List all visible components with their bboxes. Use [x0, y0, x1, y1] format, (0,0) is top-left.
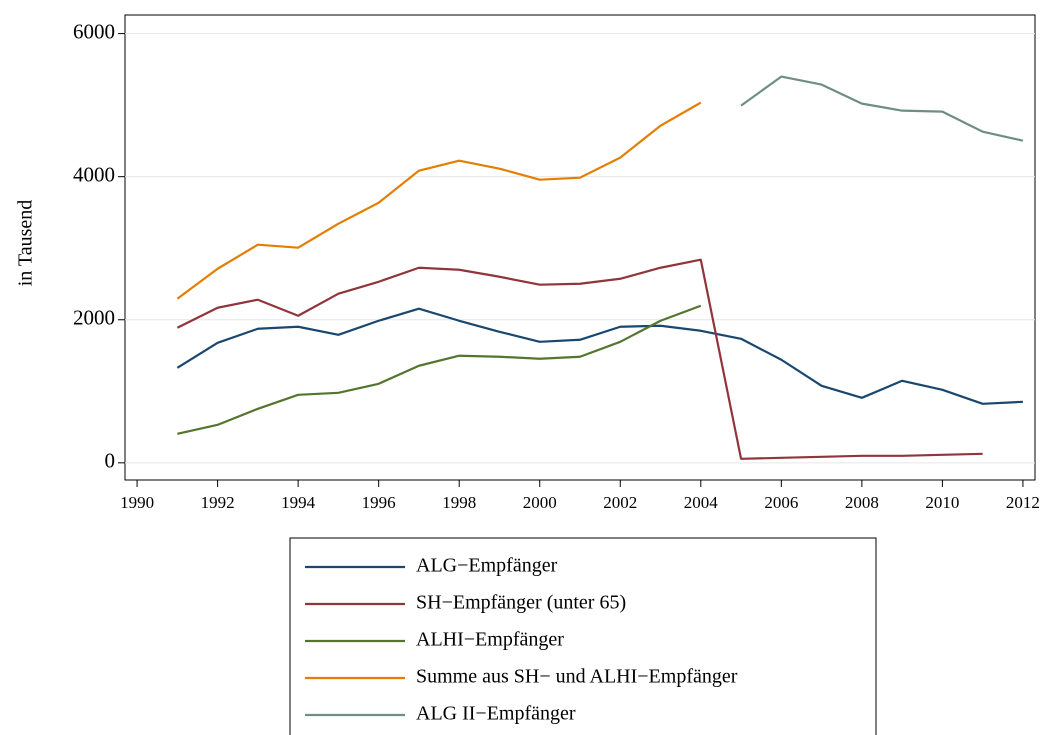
- x-tick-label: 2010: [925, 493, 959, 512]
- y-tick-label: 0: [105, 449, 116, 473]
- y-tick-label: 4000: [73, 162, 115, 186]
- y-tick-label: 2000: [73, 306, 115, 330]
- legend-label: SH−Empfänger (unter 65): [416, 592, 626, 614]
- y-axis-label: in Tausend: [15, 200, 37, 287]
- series-line: [740, 75, 1024, 142]
- legend-label: ALHI−Empfänger: [416, 629, 564, 651]
- x-tick-label: 1996: [362, 493, 396, 512]
- series-line: [176, 307, 1023, 405]
- legend-label: Summe aus SH− und ALHI−Empfänger: [416, 666, 738, 688]
- legend-label: ALG II−Empfänger: [416, 703, 576, 725]
- series-line: [177, 304, 702, 435]
- plot-frame: [124, 14, 1036, 481]
- x-tick-label: 2002: [603, 493, 637, 512]
- series-line: [176, 101, 702, 300]
- x-tick-label: 2012: [1006, 493, 1040, 512]
- series-line: [176, 258, 983, 460]
- x-tick-label: 1994: [281, 493, 316, 512]
- y-tick-label: 6000: [73, 19, 115, 43]
- x-tick-label: 2000: [523, 493, 557, 512]
- legend-frame: [289, 537, 877, 735]
- x-tick-label: 2008: [845, 493, 879, 512]
- x-tick-label: 1992: [201, 493, 235, 512]
- x-tick-label: 1990: [120, 493, 154, 512]
- legend-label: ALG−Empfänger: [416, 555, 558, 577]
- x-tick-label: 1998: [442, 493, 476, 512]
- x-tick-label: 2004: [684, 493, 719, 512]
- x-tick-label: 2006: [764, 493, 798, 512]
